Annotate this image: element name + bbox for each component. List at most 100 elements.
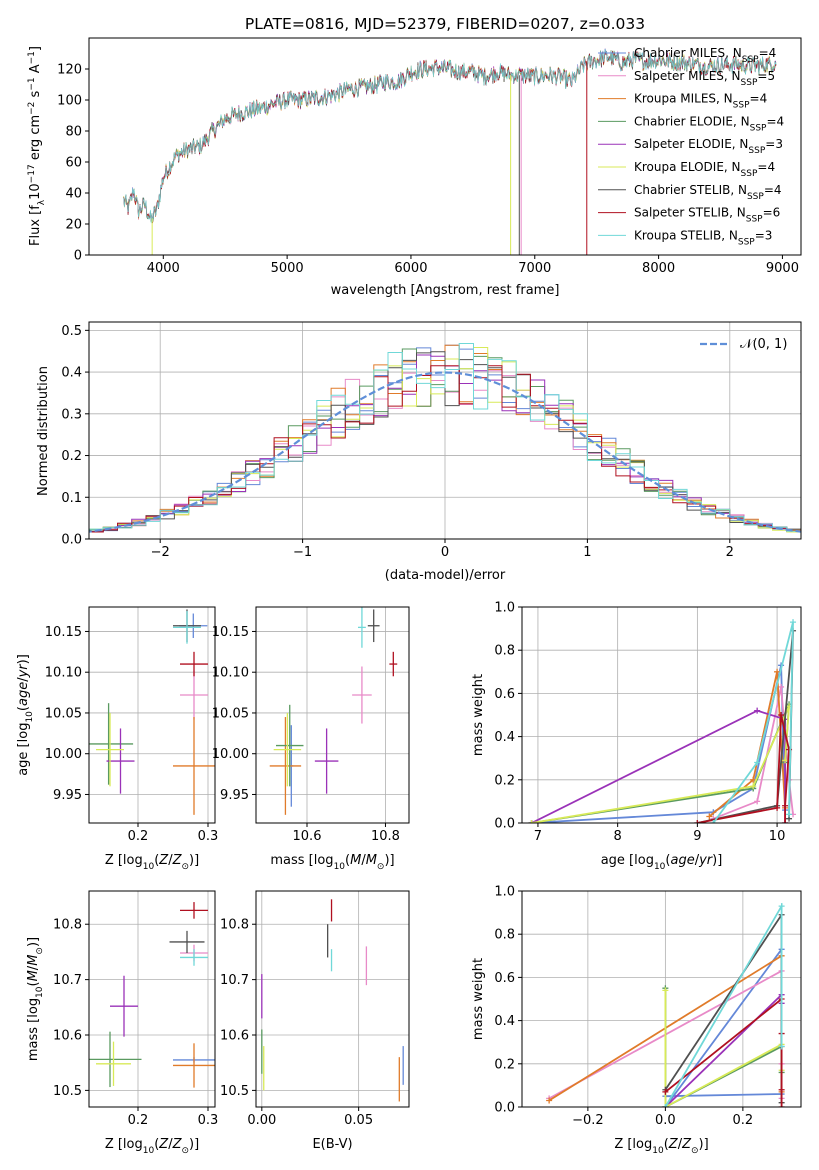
y-tick-label: 0.2 bbox=[494, 773, 515, 788]
text-span: SSP bbox=[733, 101, 750, 111]
x-tick-label: 1 bbox=[583, 545, 591, 560]
text-span: ⊙ bbox=[181, 1146, 189, 1156]
text-span: Z [log bbox=[105, 1137, 143, 1152]
y-axis-label: mass weight bbox=[471, 958, 486, 1040]
y-tick-label: 9.95 bbox=[220, 788, 249, 803]
weight-line-chabrier_stelib bbox=[664, 911, 783, 1103]
x-tick-label: 9 bbox=[693, 829, 701, 844]
figure-title: PLATE=0816, MJD=52379, FIBERID=0207, z=0… bbox=[245, 15, 645, 33]
text-span: ( bbox=[26, 981, 41, 986]
weight-marker bbox=[782, 757, 789, 764]
y-tick-label: 0.8 bbox=[494, 644, 515, 659]
y-tick-label: 10.05 bbox=[45, 706, 82, 721]
plot-area bbox=[89, 343, 801, 535]
axes-frame bbox=[255, 890, 410, 1108]
legend-label: Chabrier MILES, NSSP=4 bbox=[634, 46, 776, 65]
y-tick-label: 10.8 bbox=[220, 918, 249, 933]
text-span: s bbox=[28, 90, 43, 101]
weight-marker bbox=[786, 811, 793, 818]
panel-mass_vs_ebv: 0.00 0.05 10.5 10.6 10.7 10.8 E(B-V) bbox=[220, 890, 410, 1152]
x-tick-label: 10 bbox=[769, 829, 786, 844]
text-span: M bbox=[26, 955, 41, 966]
y-tick-label: 10.7 bbox=[53, 973, 82, 988]
x-tick-label: 9000 bbox=[766, 261, 799, 276]
text-span: Z [log bbox=[105, 853, 143, 868]
text-span: ( bbox=[345, 853, 350, 868]
y-tick-label: 100 bbox=[57, 94, 82, 109]
x-tick-label: −0.2 bbox=[572, 1113, 604, 1128]
x-axis-label: (data-model)/error bbox=[385, 568, 506, 583]
text-span: ( bbox=[665, 853, 670, 868]
text-span: =4 bbox=[759, 46, 777, 60]
y-tick-label: 0.8 bbox=[494, 928, 515, 943]
text-span: ( bbox=[664, 1137, 669, 1152]
text-span: SSP bbox=[746, 215, 763, 225]
weight-line-salpeter_elodie bbox=[531, 709, 786, 823]
panel-mass_vs_Z: 0.2 0.310.510.610.710.8Z [log10(Z/Z⊙)]mas… bbox=[26, 890, 218, 1156]
text-span: age bbox=[670, 853, 694, 868]
text-span: / bbox=[168, 1137, 173, 1152]
text-span: =3 bbox=[765, 137, 783, 151]
weight-marker bbox=[750, 783, 757, 790]
text-span: yr bbox=[16, 663, 31, 679]
text-span: SSP bbox=[742, 55, 759, 65]
axes-frame bbox=[88, 37, 802, 256]
text-span: ( bbox=[154, 853, 159, 868]
text-span: M bbox=[350, 853, 361, 868]
text-span: Kroupa MILES, N bbox=[634, 92, 733, 106]
text-span: Kroupa ELODIE, N bbox=[634, 160, 741, 174]
text-span: =6 bbox=[763, 206, 781, 220]
x-tick-label: 0.3 bbox=[198, 829, 219, 844]
weight-line-kroupa_elodie bbox=[531, 706, 790, 823]
weight-marker bbox=[754, 707, 761, 714]
weight-marker bbox=[662, 1104, 669, 1107]
y-tick-label: 0.3 bbox=[61, 407, 82, 422]
text-span: Z bbox=[172, 1137, 183, 1152]
x-tick-label: 0.00 bbox=[247, 1113, 276, 1128]
text-span: 10 bbox=[143, 862, 155, 872]
spectrum-line-kroupa_stelib bbox=[123, 48, 777, 224]
y-tick-label: 60 bbox=[65, 156, 82, 171]
text-span: )] bbox=[189, 1137, 199, 1152]
axes-frame bbox=[255, 606, 410, 824]
y-tick-label: 1.0 bbox=[494, 885, 515, 900]
y-tick-label: 0.1 bbox=[61, 491, 82, 506]
plot-area bbox=[89, 609, 215, 815]
weight-marker bbox=[782, 820, 789, 823]
text-span: 10 bbox=[143, 1146, 155, 1156]
text-span: =4 bbox=[766, 114, 784, 128]
panel-age_vs_mass: 10.6 10.8 9.95 10.00 10.05 10.10 10.15 mass [lo… bbox=[212, 606, 410, 872]
legend-label: Kroupa MILES, NSSP=4 bbox=[634, 92, 767, 111]
text-span: =4 bbox=[750, 92, 768, 106]
text-span: / bbox=[16, 677, 31, 682]
x-tick-label: 6000 bbox=[394, 261, 427, 276]
text-span: SSP bbox=[741, 78, 758, 88]
text-span: M bbox=[366, 853, 377, 868]
text-span: )] bbox=[16, 654, 31, 664]
text-span: SSP bbox=[748, 146, 765, 156]
text-span: / bbox=[26, 965, 41, 970]
x-axis-label: wavelength [Angstrom, rest frame] bbox=[331, 283, 560, 298]
text-span: )] bbox=[699, 1137, 709, 1152]
text-span: ⊙ bbox=[35, 947, 45, 955]
y-tick-label: 0.6 bbox=[494, 971, 515, 986]
text-span: ⊙ bbox=[691, 1146, 699, 1156]
text-span: Salpeter ELODIE, N bbox=[634, 137, 748, 151]
y-tick-label: 120 bbox=[57, 63, 82, 78]
text-span: Salpeter MILES, N bbox=[634, 69, 741, 83]
y-tick-label: 0.4 bbox=[494, 1014, 515, 1029]
text-span: Salpeter STELIB, N bbox=[634, 206, 746, 220]
x-tick-label: 0.2 bbox=[128, 829, 149, 844]
text-span: −1 bbox=[27, 51, 37, 64]
weight-line-chabrier_elodie bbox=[531, 703, 790, 823]
panel-spectrum: 4000 5000 6000 7000 8000 9000 0 20 40 60 80 100 120 C… bbox=[27, 37, 802, 298]
text-span: =3 bbox=[755, 228, 773, 242]
text-span: )] bbox=[712, 853, 722, 868]
plot-area bbox=[89, 902, 215, 1088]
weight-line-salpeter_elodie bbox=[664, 992, 783, 1107]
weight-marker bbox=[546, 1097, 553, 1104]
text-span: Z bbox=[158, 853, 169, 868]
